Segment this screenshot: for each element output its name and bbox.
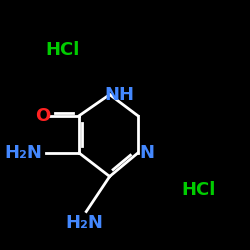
Text: HCl: HCl [46, 41, 80, 59]
Text: N: N [140, 144, 154, 162]
Text: HCl: HCl [181, 182, 216, 200]
Text: NH: NH [104, 86, 134, 103]
Text: H₂N: H₂N [4, 144, 42, 162]
Text: H₂N: H₂N [65, 214, 103, 232]
Text: O: O [35, 107, 51, 125]
